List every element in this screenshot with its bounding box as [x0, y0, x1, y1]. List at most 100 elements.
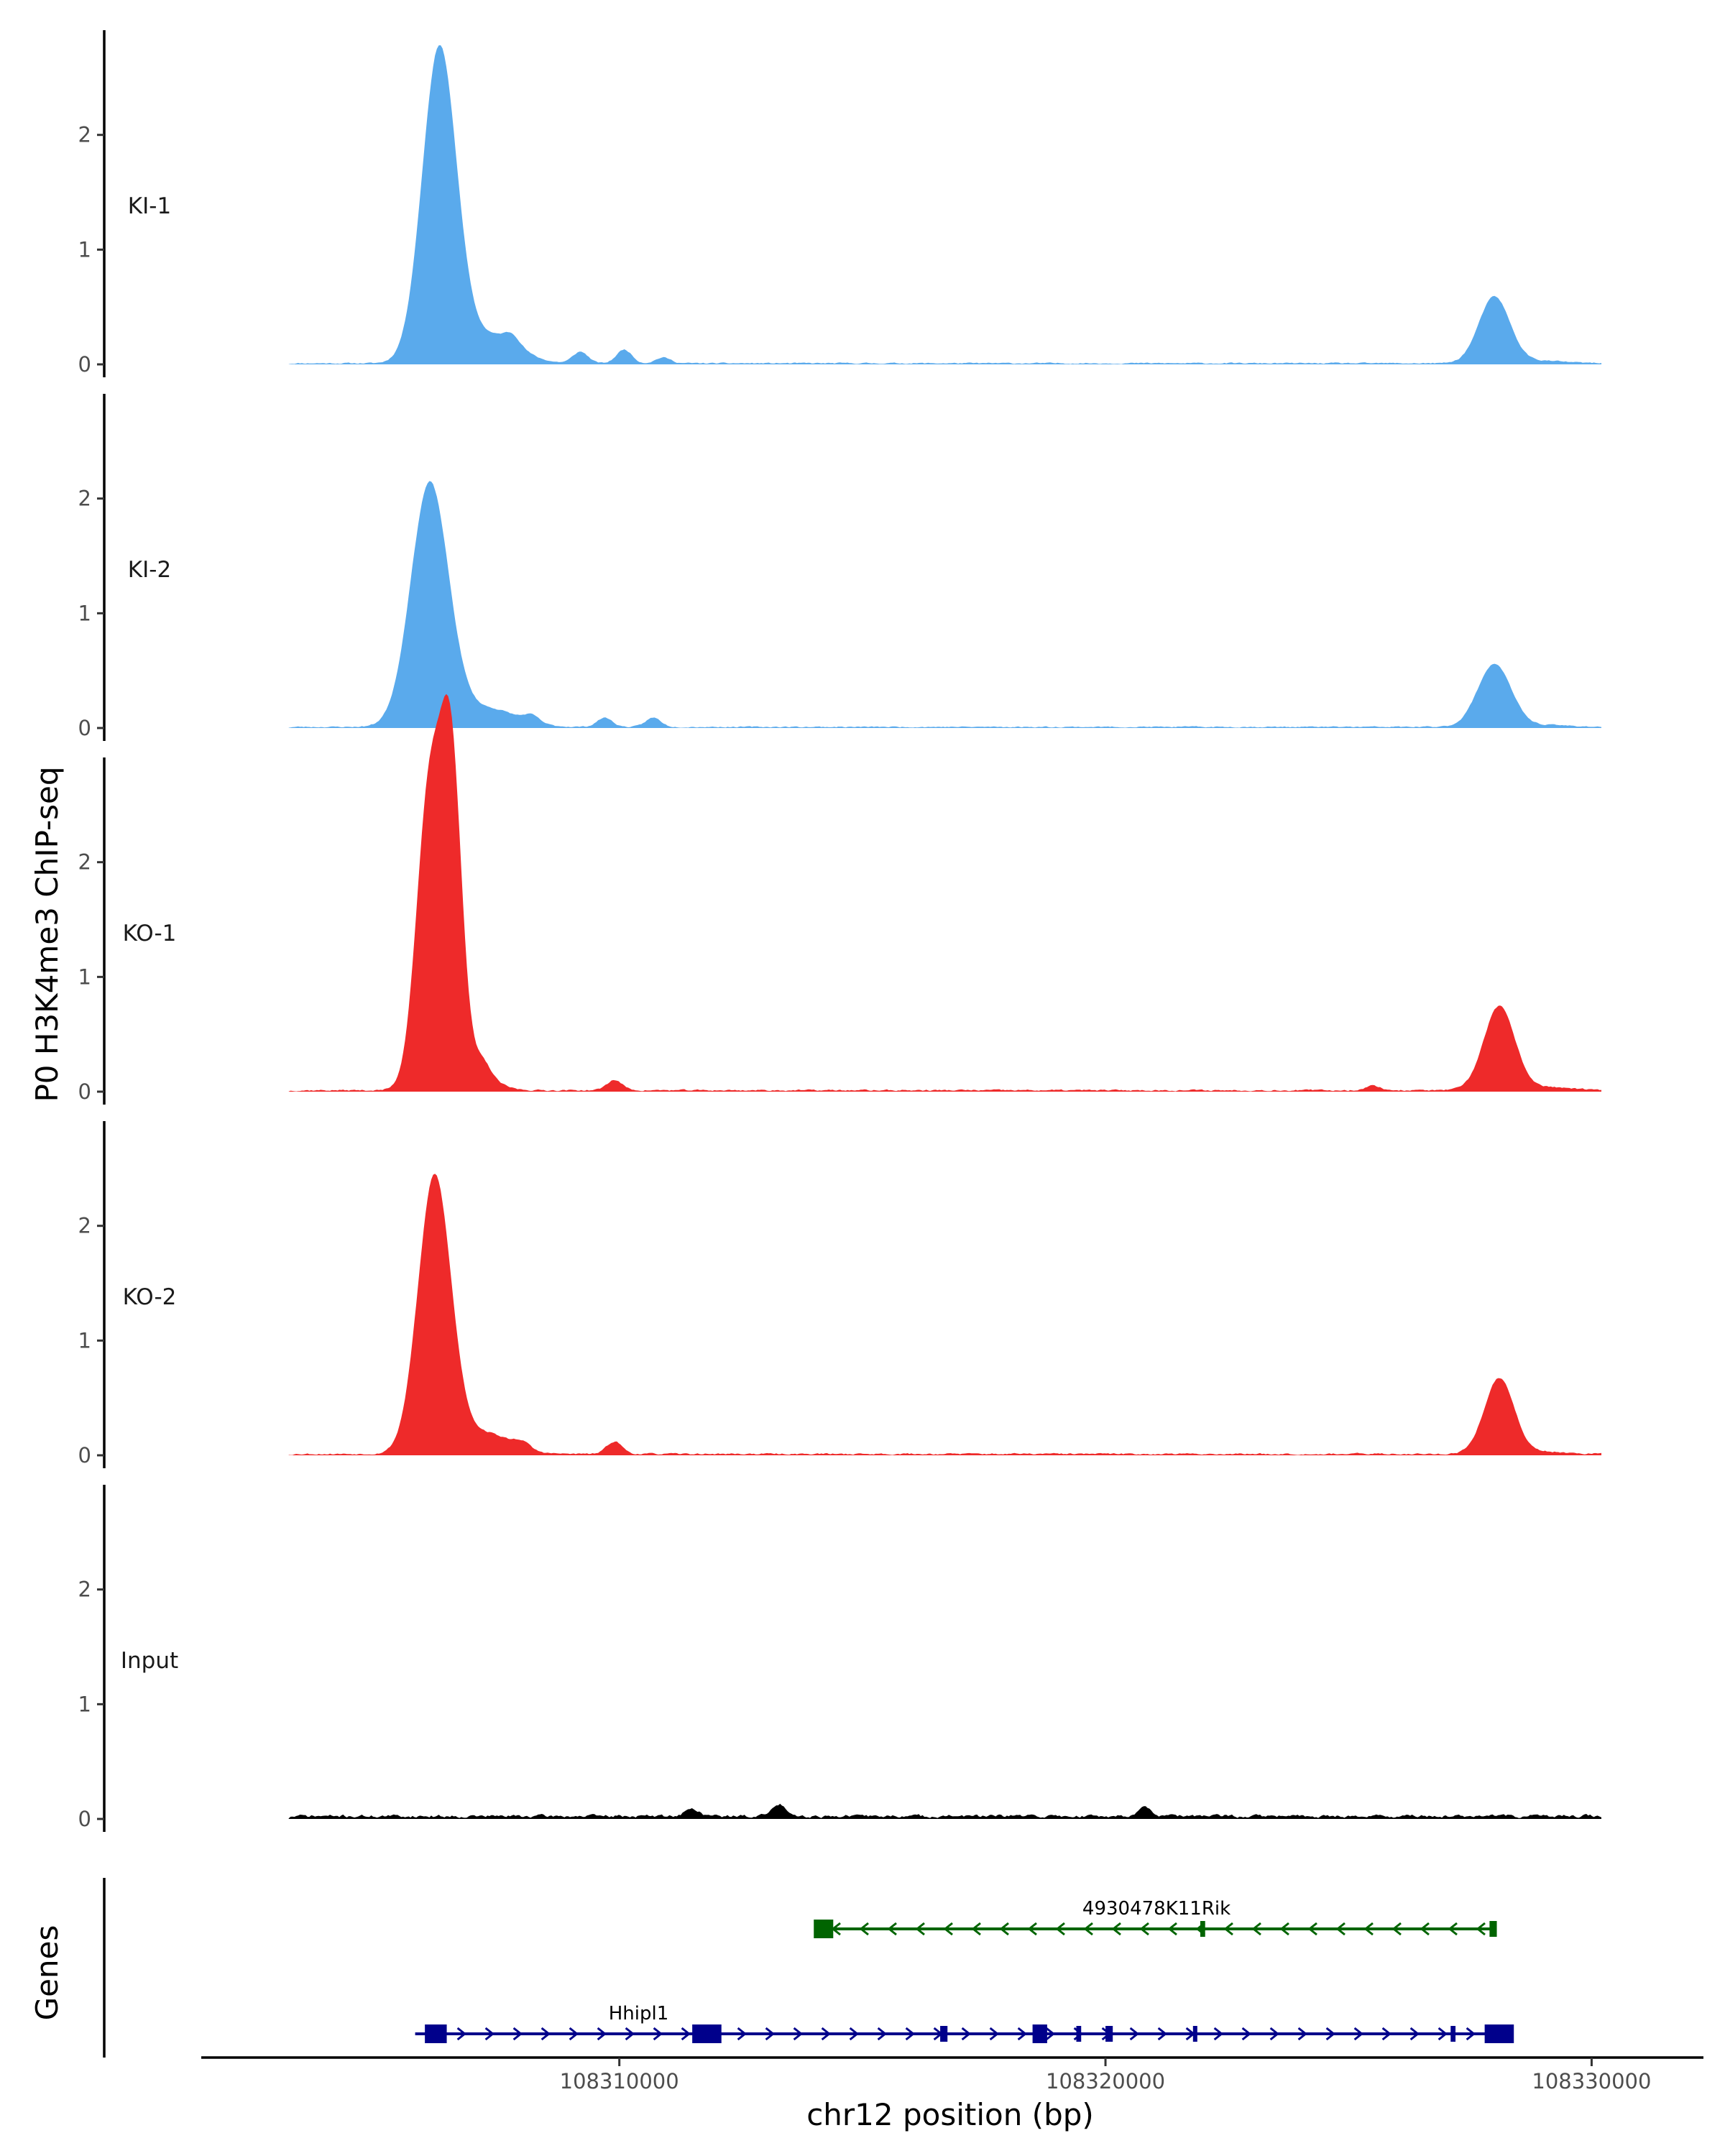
track-label: KI-2: [128, 557, 171, 583]
strand-arrow: [1241, 2027, 1252, 2041]
track-label: KI-1: [128, 193, 171, 219]
y-tick-label: 2: [78, 1214, 91, 1238]
strand-arrow: [1420, 1922, 1430, 1936]
track-input: 0 1 2 Input: [78, 1485, 1602, 1832]
genes-axis-title: Genes: [29, 1925, 65, 2021]
strand-arrow: [1448, 1922, 1458, 1936]
coverage-area-ki-1: [288, 45, 1602, 364]
exon: [1450, 2026, 1456, 2042]
strand-arrow: [1223, 1922, 1233, 1936]
strand-arrow: [1111, 1922, 1121, 1936]
y-tick-label: 2: [78, 487, 91, 511]
exon: [692, 2024, 722, 2043]
strand-arrow: [793, 2027, 804, 2041]
track-ki-2: 0 1 2 KI-2: [78, 394, 1602, 741]
strand-arrow: [859, 1922, 869, 1936]
strand-arrow: [989, 2027, 1000, 2041]
strand-arrow: [1083, 1922, 1093, 1936]
strand-arrow: [1269, 2027, 1280, 2041]
strand-arrow: [905, 2027, 916, 2041]
gene-4930478k11rik: 4930478K11Rik: [814, 1898, 1497, 1938]
strand-arrow: [456, 2027, 467, 2041]
coverage-area-ko-1: [288, 694, 1602, 1092]
y-tick-label: 2: [78, 850, 91, 875]
y-tick-label: 1: [78, 601, 91, 625]
strand-arrow: [961, 2027, 972, 2041]
gene-label: 4930478K11Rik: [1082, 1898, 1230, 1920]
strand-arrow: [943, 1922, 953, 1936]
y-tick-label: 2: [78, 123, 91, 147]
track-label: Input: [121, 1648, 178, 1674]
y-tick-label: 0: [78, 716, 91, 740]
y-tick-label: 1: [78, 237, 91, 262]
strand-arrow: [1438, 2027, 1448, 2041]
strand-arrow: [1307, 1922, 1317, 1936]
strand-arrow: [1476, 1922, 1486, 1936]
y-tick-label: 0: [78, 352, 91, 377]
strand-arrow: [1157, 2027, 1168, 2041]
x-tick-label: 108330000: [1532, 2069, 1651, 2093]
strand-arrow: [1409, 2027, 1420, 2041]
y-tick-label: 0: [78, 1807, 91, 1831]
strand-arrow: [1213, 2027, 1224, 2041]
strand-arrow: [971, 1922, 981, 1936]
strand-arrow: [1363, 1922, 1374, 1936]
strand-arrow: [1055, 1922, 1065, 1936]
track-label: KO-1: [123, 921, 177, 946]
strand-arrow: [569, 2027, 579, 2041]
strand-arrow: [1353, 2027, 1364, 2041]
coverage-tracks: 0 1 2 KI-1 0 1 2 KI-2 0 1 2 KO-1 0 1 2 KO-2 0 1 2 Input: [78, 30, 1602, 1832]
exon: [814, 1920, 834, 1938]
x-axis-title: chr12 position (bp): [806, 2097, 1094, 2132]
strand-arrow: [681, 2027, 691, 2041]
track-ko-2: 0 1 2 KO-2: [78, 1121, 1602, 1468]
coverage-area-input: [288, 1803, 1602, 1819]
coverage-area-ko-2: [288, 1174, 1602, 1455]
strand-arrow: [999, 1922, 1009, 1936]
exon: [1484, 2024, 1514, 2043]
strand-arrow: [1129, 2027, 1140, 2041]
strand-arrow: [1279, 1922, 1289, 1936]
track-ki-1: 0 1 2 KI-1: [78, 30, 1602, 377]
y-tick-label: 0: [78, 1079, 91, 1104]
y-tick-label: 1: [78, 964, 91, 989]
strand-arrow: [597, 2027, 607, 2041]
strand-arrow: [877, 2027, 888, 2041]
strand-arrow: [821, 2027, 832, 2041]
exon: [1489, 1921, 1497, 1937]
exon: [425, 2024, 447, 2043]
strand-arrow: [540, 2027, 551, 2041]
strand-arrow: [1325, 2027, 1336, 2041]
strand-arrow: [1251, 1922, 1261, 1936]
strand-arrow: [1027, 1922, 1037, 1936]
track-label: KO-2: [123, 1284, 177, 1310]
strand-arrow: [765, 2027, 776, 2041]
strand-arrow: [915, 1922, 925, 1936]
y-tick-label: 1: [78, 1328, 91, 1353]
y-tick-label: 1: [78, 1692, 91, 1716]
strand-arrow: [1466, 2027, 1476, 2041]
x-tick-label: 108320000: [1046, 2069, 1165, 2093]
strand-arrow: [737, 2027, 748, 2041]
strand-arrow: [1297, 2027, 1308, 2041]
gene-hhipl1: Hhipl1: [415, 2003, 1514, 2043]
y-tick-label: 0: [78, 1443, 91, 1468]
exon: [1105, 2026, 1113, 2042]
exon: [940, 2026, 948, 2042]
exon: [1200, 1921, 1205, 1937]
exon: [1032, 2024, 1047, 2043]
y-tick-label: 2: [78, 1577, 91, 1602]
exon: [1192, 2026, 1197, 2042]
track-ko-1: 0 1 2 KO-1: [78, 694, 1602, 1105]
x-axis: 108310000 108320000 108330000: [201, 2056, 1703, 2093]
strand-arrow: [1139, 1922, 1149, 1936]
exon: [1076, 2026, 1082, 2042]
strand-arrow: [484, 2027, 495, 2041]
strand-arrow: [1017, 2027, 1028, 2041]
strand-arrow: [1167, 1922, 1177, 1936]
x-tick-label: 108310000: [560, 2069, 679, 2093]
strand-arrow: [1392, 1922, 1402, 1936]
strand-arrow: [849, 2027, 860, 2041]
strand-arrow: [1335, 1922, 1346, 1936]
